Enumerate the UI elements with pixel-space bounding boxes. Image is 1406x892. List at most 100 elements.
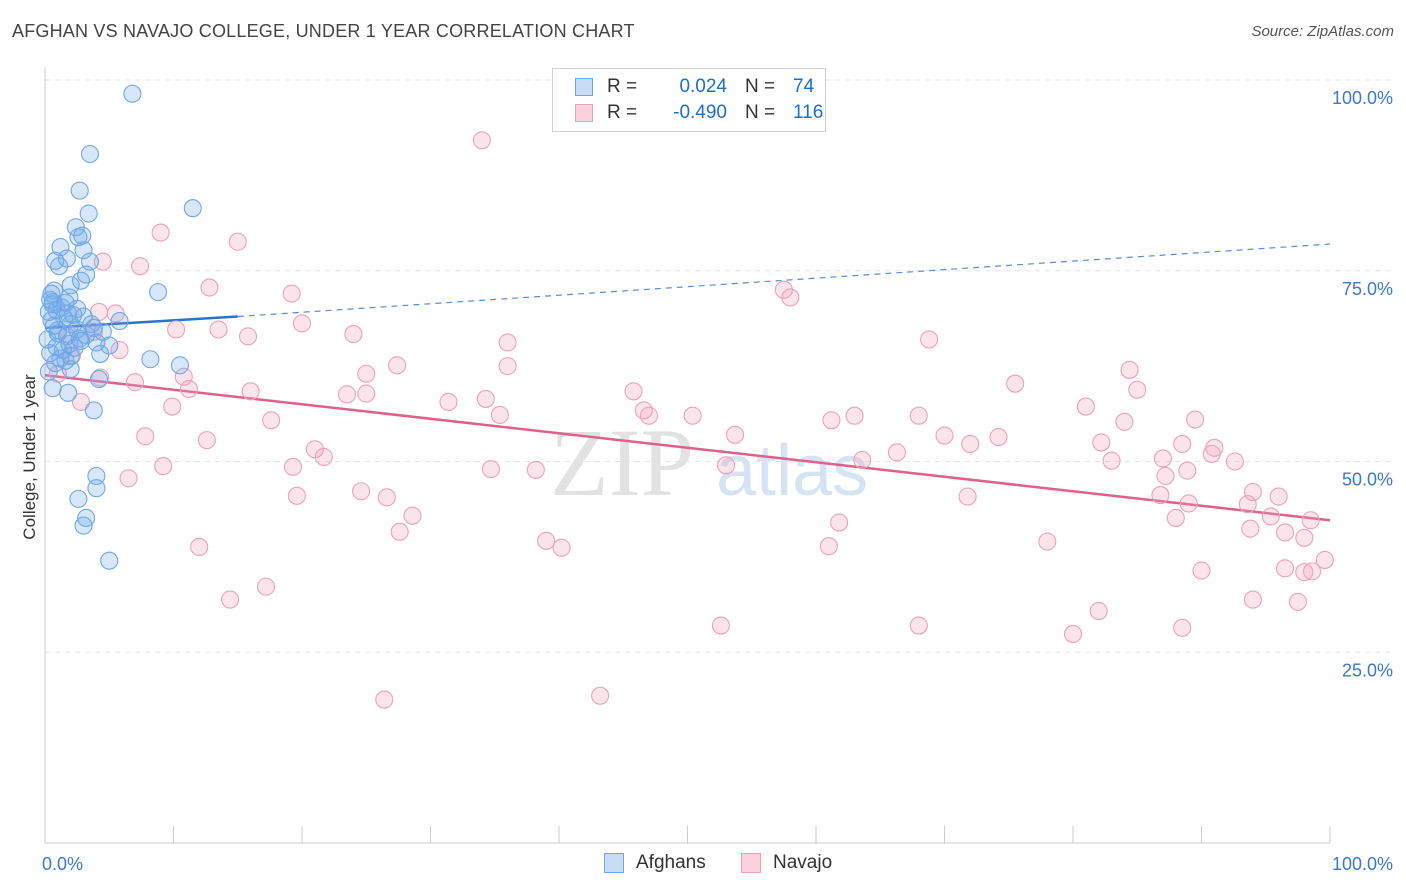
data-point-navajo [1156,466,1175,486]
series-legend: Afghans Navajo [0,852,1406,878]
data-point-afghans [74,516,93,535]
chart-title: AFGHAN VS NAVAJO COLLEGE, UNDER 1 YEAR C… [12,21,635,41]
trend-line-navajo [44,374,1331,522]
data-point-navajo [282,284,301,303]
data-point-navajo [781,288,800,307]
data-point-afghans [59,383,78,402]
data-point-navajo [179,379,198,399]
data-point-navajo [725,425,745,444]
data-point-navajo [1295,563,1314,582]
data-point-navajo [1238,495,1257,514]
data-point-afghans [91,344,110,363]
data-point-navajo [163,397,182,416]
data-point-navajo [830,513,849,532]
data-point-navajo [228,232,247,251]
data-point-afghans [82,315,101,334]
data-point-navajo [1295,528,1314,547]
data-point-afghans [43,292,62,312]
data-point-navajo [1275,559,1295,578]
legend-n-value: 116 [793,102,824,123]
data-point-navajo [283,457,303,476]
data-point-navajo [390,522,409,541]
data-point-navajo [498,357,517,376]
data-point-navajo [241,382,260,401]
watermark-atlas: atlas [716,431,868,511]
data-point-afghans [43,379,62,398]
data-point-afghans [70,181,89,200]
series-legend-label: Navajo [773,852,833,873]
y-tick-label: 25.0% [1342,660,1393,680]
data-point-navajo [526,460,545,479]
data-point-navajo [683,406,702,425]
data-point-afghans [65,338,84,357]
data-point-navajo [1092,433,1111,452]
data-point-navajo [819,537,838,556]
data-point-afghans [87,479,106,498]
data-point-navajo [119,469,138,488]
data-point-navajo [1153,449,1172,468]
data-point-navajo [1128,380,1147,399]
data-point-navajo [262,411,281,430]
y-tick-label: 50.0% [1342,470,1393,490]
data-point-navajo [1225,452,1244,471]
data-point-navajo [1151,486,1170,505]
data-point-navajo [498,333,517,352]
data-point-navajo [209,320,228,339]
data-point-navajo [357,384,376,403]
data-point-navajo [591,686,610,705]
data-point-navajo [131,257,150,276]
data-point-afghans [100,551,119,570]
data-point-afghans [44,281,64,300]
data-point-afghans [74,241,93,260]
correlation-legend: R = 0.024 N = 74 R = -0.490 N = 116 [552,68,826,132]
data-point-afghans [149,283,168,302]
axes [44,67,1331,844]
data-point-navajo [1301,511,1320,530]
series-legend-afghans: Afghans [604,852,706,874]
data-point-afghans [89,370,109,389]
data-point-navajo [151,223,170,242]
data-point-afghans [61,360,80,379]
data-point-navajo [853,450,872,470]
watermark-zip: ZIP [550,409,694,516]
data-point-navajo [909,406,928,425]
trend-line-afghans [44,315,238,330]
data-point-afghans [41,344,60,363]
trend-line-afghans-projection [237,243,1331,318]
data-point-navajo [190,537,209,557]
data-point-navajo [552,538,571,557]
data-point-navajo [1120,360,1139,379]
data-point-navajo [377,488,396,507]
data-point-navajo [1179,494,1198,513]
data-point-afghans [79,204,98,223]
legend-swatch-navajo [575,104,593,122]
data-point-navajo [110,341,129,360]
legend-row-afghans: R = 0.024 N = 74 [575,75,814,99]
legend-row-navajo: R = -0.490 N = 116 [575,101,823,125]
data-point-navajo [1089,601,1108,621]
data-point-navajo [935,426,954,445]
legend-r-label: R = [607,102,638,123]
data-points [38,84,1334,709]
trend-lines [44,243,1331,522]
data-point-afghans [123,84,142,103]
data-point-afghans [69,489,88,508]
data-point-afghans [70,329,89,348]
data-point-afghans [47,301,66,320]
legend-r-value: -0.490 [673,102,727,123]
data-point-navajo [476,389,495,408]
data-point-navajo [1202,444,1221,463]
data-point-navajo [481,460,500,479]
series-swatch-afghans [604,853,624,873]
data-point-navajo [1315,550,1334,569]
data-point-navajo [200,278,219,297]
data-point-navajo [1241,519,1260,538]
data-point-afghans [84,401,103,420]
data-point-afghans [110,312,129,331]
data-point-navajo [472,131,491,150]
data-point-navajo [989,428,1008,447]
y-tick-label: 75.0% [1342,279,1393,299]
series-legend-navajo: Navajo [741,852,832,874]
data-point-navajo [1275,523,1295,542]
data-point-navajo [1166,508,1185,528]
